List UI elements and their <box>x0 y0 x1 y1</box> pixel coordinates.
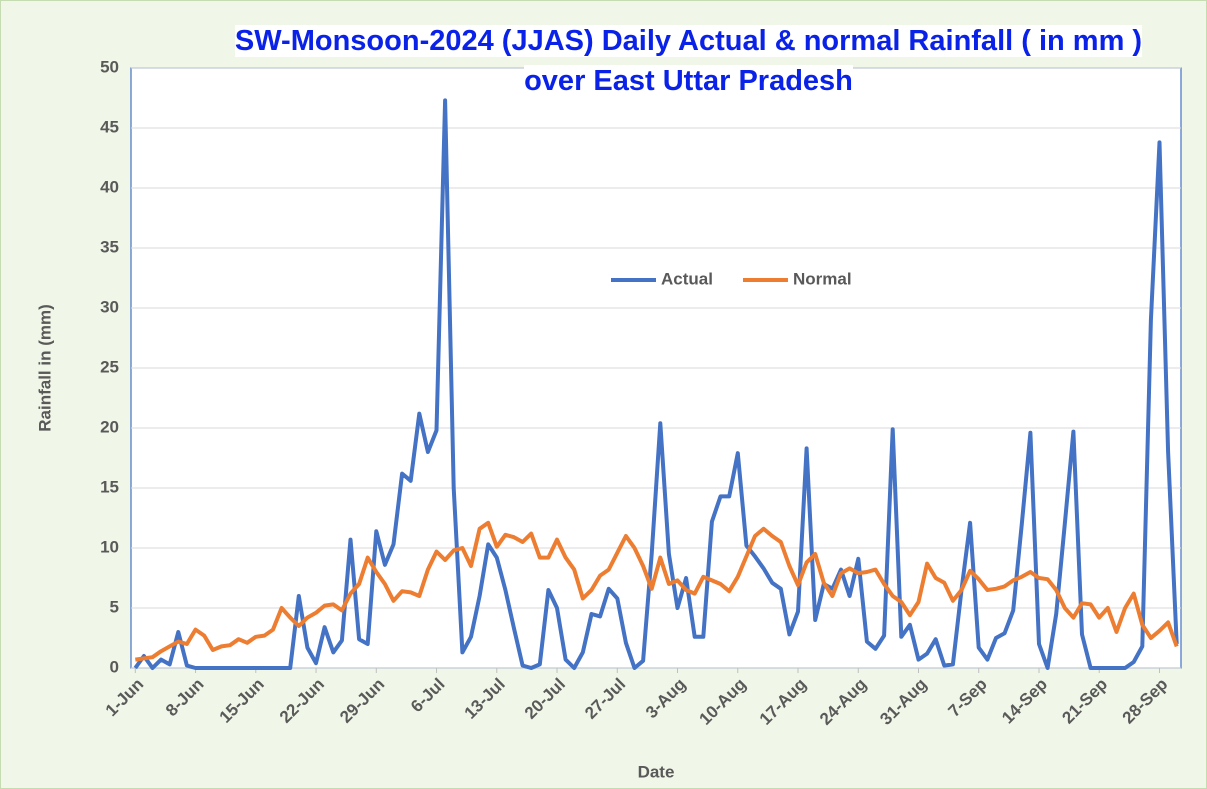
x-tick-label: 8-Jun <box>162 675 207 720</box>
series-line <box>133 98 1179 670</box>
legend-label: Actual <box>661 269 713 288</box>
y-tick-label: 45 <box>100 117 119 136</box>
chart-title-text: SW-Monsoon-2024 (JJAS) Daily Actual & no… <box>234 25 1143 97</box>
y-axis-label: Rainfall in (mm) <box>35 304 54 432</box>
y-tick-label: 10 <box>100 537 119 556</box>
x-tick-label: 17-Aug <box>756 675 810 729</box>
x-tick-label: 13-Jul <box>461 675 509 723</box>
x-tick-label: 24-Aug <box>816 675 870 729</box>
x-tick-label: 3-Aug <box>642 675 689 722</box>
series-line <box>135 520 1179 662</box>
x-tick-label: 31-Aug <box>876 675 930 729</box>
x-tick-label: 15-Jun <box>216 675 268 727</box>
x-axis-label: Date <box>638 762 675 781</box>
y-tick-label: 25 <box>100 357 119 376</box>
x-tick-label: 21-Sep <box>1058 675 1111 728</box>
x-tick-label: 20-Jul <box>521 675 569 723</box>
y-tick-label: 20 <box>100 417 119 436</box>
legend-label: Normal <box>793 269 852 288</box>
x-tick-label: 14-Sep <box>998 675 1051 728</box>
x-tick-label: 22-Jun <box>276 675 328 727</box>
y-tick-label: 15 <box>100 477 119 496</box>
y-tick-label: 50 <box>100 57 119 76</box>
x-tick-label: 7-Sep <box>945 675 991 721</box>
x-tick-label: 27-Jul <box>581 675 629 723</box>
x-tick-label: 10-Aug <box>696 675 750 729</box>
x-tick-label: 29-Jun <box>336 675 388 727</box>
x-tick-label: 6-Jul <box>407 675 448 716</box>
x-tick-label: 1-Jun <box>102 675 147 720</box>
y-tick-label: 40 <box>100 177 119 196</box>
chart-title: SW-Monsoon-2024 (JJAS) Daily Actual & no… <box>216 21 1161 101</box>
y-tick-label: 35 <box>100 237 119 256</box>
x-tick-label: 28-Sep <box>1119 675 1172 728</box>
y-tick-label: 5 <box>110 597 119 616</box>
y-tick-label: 30 <box>100 297 119 316</box>
y-tick-label: 0 <box>110 657 119 676</box>
